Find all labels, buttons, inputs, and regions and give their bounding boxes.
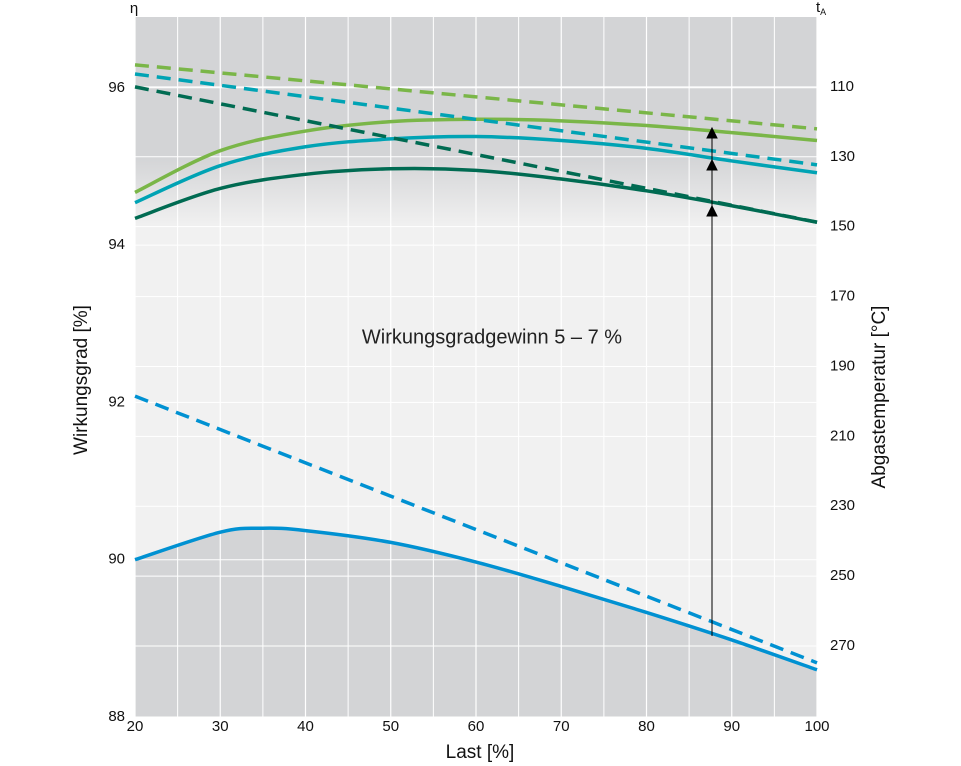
x-tick-label: 70	[553, 718, 570, 735]
y2-tick-label: 270	[830, 637, 855, 654]
x-tick-label: 60	[468, 718, 485, 735]
efficiency-line	[134, 526, 818, 672]
y2-symbol: tA	[816, 0, 826, 17]
y2-axis-title: Abgastemperatur [°C]	[869, 306, 890, 489]
x-axis-title: Last [%]	[446, 742, 515, 763]
temperature-line	[134, 72, 818, 167]
x-tick-label: 30	[212, 718, 229, 735]
y2-symbol-main: t	[816, 0, 821, 16]
y-tick-label: 94	[108, 236, 125, 253]
y-tick-label: 96	[108, 79, 125, 96]
arrows	[706, 126, 718, 636]
y2-tick-label: 250	[830, 567, 855, 584]
x-tick-label: 20	[127, 718, 144, 735]
y2-tick-label: 110	[830, 78, 854, 95]
y-axis-title: Wirkungsgrad [%]	[71, 305, 92, 455]
y-tick-label: 88	[108, 708, 125, 725]
y2-tick-label: 150	[830, 218, 855, 235]
y2-tick-label: 190	[830, 357, 855, 374]
y2-symbol-sub: A	[820, 7, 826, 17]
y2-tick-label: 210	[830, 427, 855, 444]
y-tick-label: 92	[108, 393, 125, 410]
x-tick-label: 80	[638, 718, 655, 735]
efficiency-line	[134, 134, 818, 205]
y-symbol: η	[130, 0, 138, 17]
x-tick-label: 50	[382, 718, 399, 735]
temperature-line	[134, 63, 818, 131]
temperature-line	[134, 85, 818, 224]
y2-tick-label: 130	[830, 148, 855, 165]
temperature-line	[134, 394, 818, 665]
y2-tick-label: 230	[830, 497, 855, 514]
x-tick-label: 90	[723, 718, 740, 735]
x-tick-label: 40	[297, 718, 314, 735]
x-tick-label: 100	[804, 718, 829, 735]
annotation: Wirkungsgradgewinn 5 – 7 %	[362, 326, 622, 348]
y2-tick-label: 170	[830, 288, 855, 305]
y-tick-label: 90	[108, 551, 125, 568]
